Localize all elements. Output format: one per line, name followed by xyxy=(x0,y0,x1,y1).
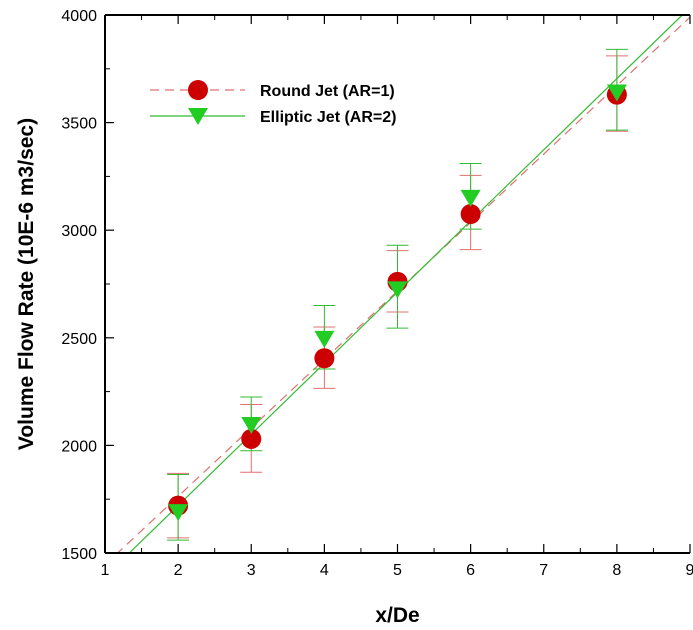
fit-line-series-1 xyxy=(116,16,690,553)
legend-label: Round Jet (AR=1) xyxy=(260,83,395,100)
legend-item-series-2: Elliptic Jet (AR=2) xyxy=(150,108,396,126)
y-axis-title: Volume Flow Rate (10E-6 m3/sec) xyxy=(15,118,38,450)
legend-marker xyxy=(188,108,208,125)
x-tick-label-3: 3 xyxy=(247,562,256,579)
x-tick-label-6: 6 xyxy=(466,562,475,579)
legend-label: Elliptic Jet (AR=2) xyxy=(260,109,396,126)
y-tick-label-2500: 2500 xyxy=(61,331,97,348)
x-tick-label-4: 4 xyxy=(320,562,329,579)
data-point-series-2-4 xyxy=(387,281,408,299)
y-tick-label-1500: 1500 xyxy=(61,546,97,563)
x-tick-label-8: 8 xyxy=(612,562,621,579)
x-tick-label-7: 7 xyxy=(539,562,548,579)
data-point-series-2-5 xyxy=(460,189,481,207)
x-tick-label-5: 5 xyxy=(393,562,402,579)
data-point-series-2-2 xyxy=(241,416,262,434)
y-tick-label-3500: 3500 xyxy=(61,116,97,133)
x-axis-title: x/De xyxy=(375,604,419,627)
x-tick-label-9: 9 xyxy=(686,562,693,579)
data-point-series-2-1 xyxy=(168,504,189,522)
y-tick-label-2000: 2000 xyxy=(61,438,97,455)
data-point-series-1-5 xyxy=(460,204,481,225)
data-point-series-2-3 xyxy=(314,330,335,348)
legend-item-series-1: Round Jet (AR=1) xyxy=(150,80,395,100)
legend-marker xyxy=(188,80,208,100)
y-tick-label-4000: 4000 xyxy=(61,8,97,25)
x-tick-label-2: 2 xyxy=(174,562,183,579)
data-point-series-1-3 xyxy=(314,348,335,369)
data-point-series-1-2 xyxy=(241,428,262,449)
axes: 1 2 3 4 5 6 7 8 9 1500 2000 2500 3000 3500 4000 xyxy=(61,8,693,579)
x-tick-label-1: 1 xyxy=(101,562,110,579)
plot-area xyxy=(116,15,690,553)
legend: Round Jet (AR=1) Elliptic Jet (AR=2) xyxy=(150,80,396,126)
y-tick-label-3000: 3000 xyxy=(61,223,97,240)
data-point-series-2-6 xyxy=(606,84,627,102)
